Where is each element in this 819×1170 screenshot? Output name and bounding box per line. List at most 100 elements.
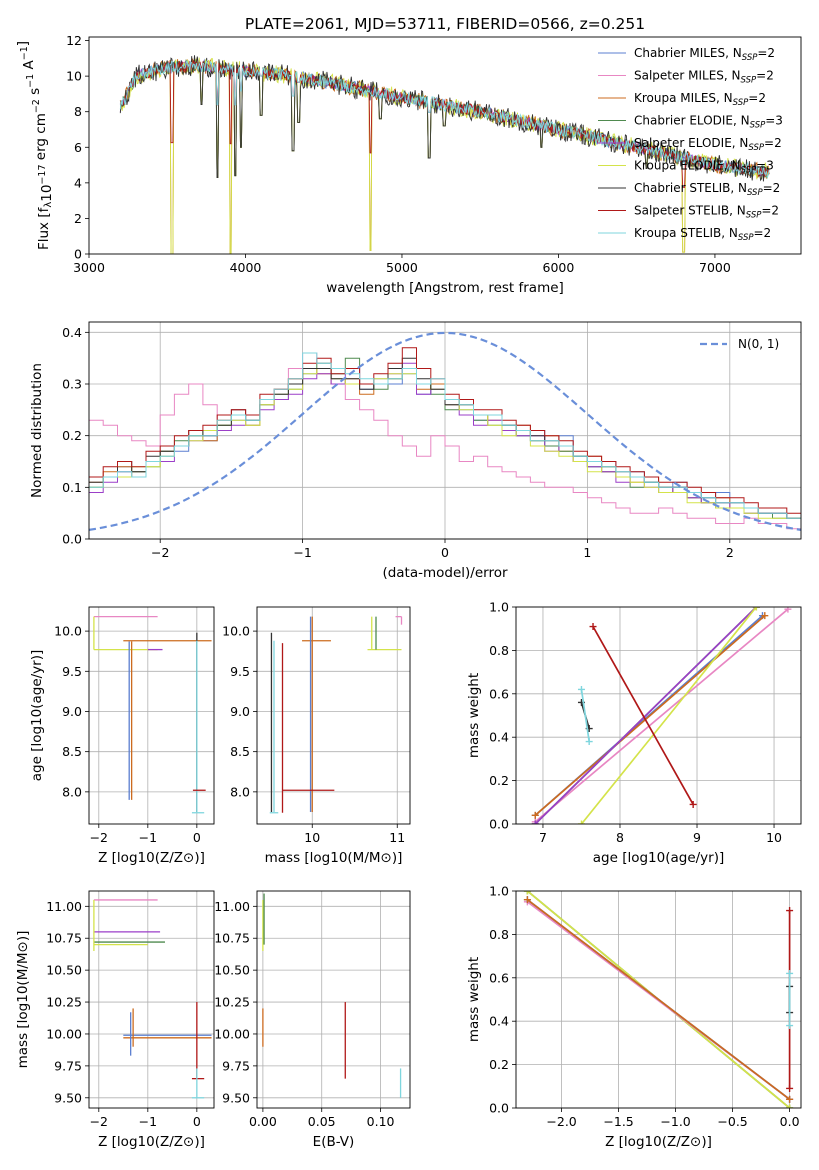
x-tick-label: 0.05	[308, 1114, 336, 1129]
weight-point	[523, 896, 531, 904]
weight-point	[689, 800, 697, 808]
y-tick-label: 10.0	[54, 624, 82, 639]
y-tick-label: 9.0	[230, 704, 250, 719]
weight-point	[585, 738, 593, 746]
y-tick-label: 9.50	[54, 1090, 82, 1105]
legend-entry-subscript: SSP	[733, 98, 749, 108]
y-label-part: 10	[39, 185, 55, 202]
y-tick-label: 9.5	[62, 664, 82, 679]
y-tick-label: 10	[66, 69, 82, 84]
x-tick-label: −1.0	[660, 1114, 690, 1129]
y-label-part: s	[27, 88, 43, 99]
legend-entry-tail: =3	[765, 114, 783, 128]
x-axis-label: mass [log10(M/M⊙)]	[265, 850, 403, 866]
legend-entry: Kroupa MILES, NSSP=2	[634, 91, 766, 108]
y-tick-label: 8	[74, 104, 82, 119]
legend-entry-name: Salpeter STELIB, N	[634, 204, 746, 218]
y-tick-label: 0.2	[62, 428, 82, 443]
x-tick-label: 4000	[230, 260, 262, 275]
y-tick-label: 2	[74, 211, 82, 226]
legend-entry-tail: =2	[756, 69, 774, 83]
plot-area-age-vs-mass	[269, 615, 403, 814]
weight-point	[786, 1104, 794, 1108]
weight-point	[523, 891, 531, 895]
weight-point	[577, 820, 585, 824]
residual-histogram-salpeter-stelib	[89, 347, 801, 514]
y-tick-label: 9.75	[222, 1058, 250, 1073]
y-tick-label: 12	[66, 33, 82, 48]
residual-legend: N(0, 1)	[700, 337, 779, 351]
legend-entry: Kroupa ELODIE, NSSP=3	[634, 159, 774, 176]
x-tick-label: −2.0	[546, 1114, 576, 1129]
y-axis-label: Normed distribution	[29, 363, 45, 498]
axes-weight-vs-Z: −2.0 −1.5 −1.0 −0.5 0.0 0.0 0.2 0.4 0.6 0.8 1.0 Z […	[466, 884, 802, 1150]
weight-line-salpeter-elodie	[534, 607, 757, 824]
x-tick-label: −1	[293, 545, 311, 560]
axes-age-vs-Z: −2 −1 0 8.0 8.5 9.0 9.5 10.0 Z [log10(Z/Z⊙)] age …	[29, 606, 215, 866]
legend-entry-subscript: SSP	[742, 53, 758, 63]
residual-histogram-kroupa-stelib	[89, 352, 801, 519]
y-label-part: −2	[31, 99, 42, 113]
y-tick-label: 11.00	[46, 899, 82, 914]
weight-line-kroupa-miles	[534, 615, 766, 816]
y-tick-label: 0.6	[489, 970, 509, 985]
legend-entry: Chabrier ELODIE, NSSP=3	[634, 114, 783, 131]
x-axis-label: Z [log10(Z/Z⊙)]	[98, 850, 205, 866]
weight-point	[786, 1095, 794, 1103]
x-axis-label: wavelength [Angstrom, rest frame]	[326, 280, 564, 296]
residual-histogram-salpeter-miles	[89, 352, 801, 530]
legend-entry: N(0, 1)	[738, 337, 779, 351]
y-tick-label: 9.75	[54, 1058, 82, 1073]
y-label-part: Flux [f	[36, 206, 52, 250]
x-tick-label: 7000	[699, 260, 731, 275]
weight-point	[784, 607, 792, 613]
x-tick-label: −2	[90, 1114, 108, 1129]
y-tick-label: 0.2	[489, 773, 509, 788]
weight-point	[786, 969, 794, 977]
x-tick-label: 0	[193, 830, 201, 845]
legend-entry-subscript: SSP	[750, 121, 766, 131]
legend-entry-subscript: SSP	[741, 76, 757, 86]
y-tick-label: 0.6	[489, 686, 509, 701]
x-tick-label: 7	[539, 830, 547, 845]
y-tick-label: 8.5	[230, 744, 250, 759]
plot-area-spectrum	[119, 55, 770, 254]
axes-frame-weight-vs-age	[515, 606, 802, 825]
x-axis-label: E(B-V)	[313, 1134, 355, 1150]
legend-entry-tail: =3	[756, 159, 774, 173]
y-label-part: −17	[37, 164, 48, 184]
gaussian-curve	[89, 331, 801, 531]
legend-entry: Salpeter STELIB, NSSP=2	[634, 204, 779, 221]
plot-area-weight-vs-Z	[523, 891, 794, 1108]
axes-age-vs-mass: 10 11 8.0 8.5 9.0 9.5 10.0 mass [log10(M/M⊙)]	[222, 606, 411, 866]
axes-frame-mass-vs-Z	[88, 890, 215, 1109]
legend-entry-name: Kroupa MILES, N	[634, 91, 733, 105]
weight-line-salpeter-miles	[534, 608, 789, 823]
legend-entry: Chabrier MILES, NSSP=2	[634, 46, 775, 63]
y-axis-label: mass weight	[466, 673, 482, 758]
figure-title: PLATE=2061, MJD=53711, FIBERID=0566, z=0…	[245, 15, 645, 33]
chart-layer: 3000 4000 5000 6000 7000024681012wavelength …	[15, 33, 802, 1150]
y-tick-label: 4	[74, 175, 82, 190]
axes-frame-residuals	[88, 321, 802, 540]
y-label-part: λ	[43, 202, 54, 208]
legend-entry-subscript: SSP	[746, 211, 762, 221]
y-tick-label: 10.75	[214, 931, 250, 946]
weight-line-kroupa-elodie	[580, 607, 757, 824]
y-tick-label: 0.4	[489, 1014, 509, 1029]
x-tick-label: 0.10	[367, 1114, 395, 1129]
y-tick-label: 1.0	[489, 884, 509, 899]
y-tick-label: 0.8	[489, 643, 509, 658]
x-axis-label: age [log10(age/yr)]	[593, 850, 725, 866]
y-label-part: erg cm	[33, 113, 49, 164]
legend-entry: Salpeter ELODIE, NSSP=2	[634, 136, 782, 153]
axes-frame-age-vs-Z	[88, 606, 215, 825]
legend-entry-name: Chabrier STELIB, N	[634, 181, 747, 195]
x-axis-label: Z [log10(Z/Z⊙)]	[98, 1134, 205, 1150]
weight-point	[786, 907, 794, 915]
x-tick-label: −2	[90, 830, 108, 845]
weight-line-kroupa-miles	[526, 899, 791, 1100]
y-tick-label: 1.0	[489, 600, 509, 615]
x-tick-label: −0.5	[717, 1114, 747, 1129]
